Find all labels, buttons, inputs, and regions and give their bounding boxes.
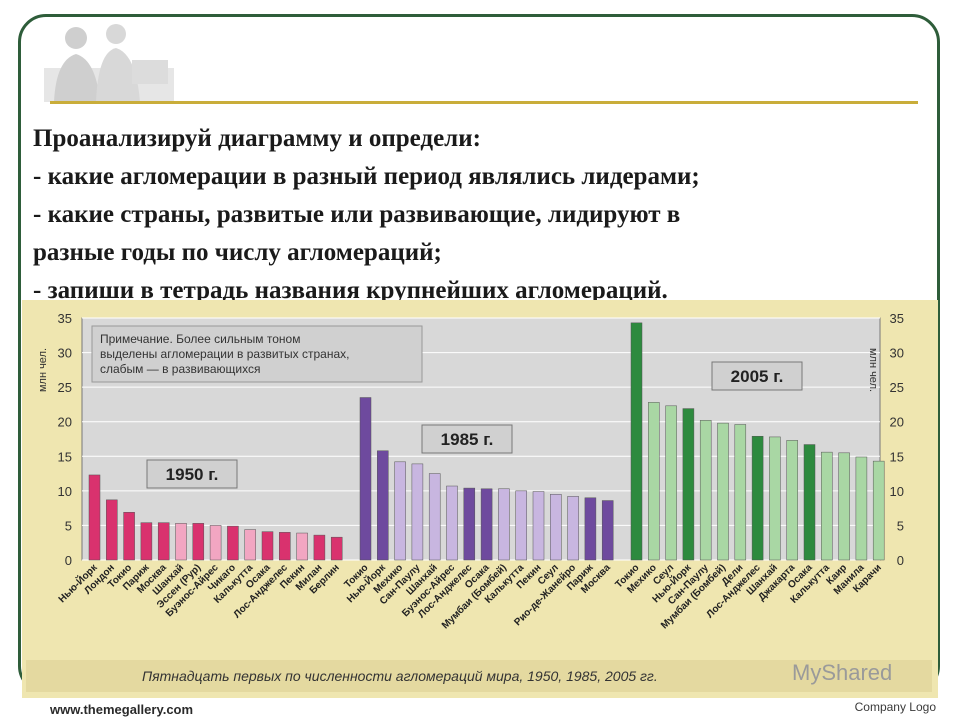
note-line: выделены агломерации в развитых странах, xyxy=(100,347,349,361)
bar xyxy=(769,436,781,561)
bar xyxy=(157,522,170,561)
bar xyxy=(751,435,764,561)
bar xyxy=(377,450,389,561)
agglomeration-bar-chart: 0 0 5 5 10 10 15 15 20 20 25 25 30 30 35 35 млн чел. млн … xyxy=(22,300,938,698)
y-tick-label: 0 xyxy=(65,553,72,568)
y-axis-label-right: млн чел. xyxy=(867,348,879,392)
bar xyxy=(838,452,850,561)
group-label: 1950 г. xyxy=(166,465,219,484)
bar xyxy=(209,525,222,561)
bar xyxy=(88,474,101,561)
task-line: - какие страны, развитые или развивающие… xyxy=(33,201,681,228)
gold-divider xyxy=(50,101,918,104)
y-tick-label: 30 xyxy=(58,346,72,361)
bar xyxy=(394,461,406,561)
bar xyxy=(630,322,643,561)
bar xyxy=(584,497,597,561)
note-box xyxy=(91,325,423,383)
bar xyxy=(359,397,372,561)
bar xyxy=(786,440,798,561)
bar xyxy=(140,522,153,561)
bar xyxy=(872,460,885,561)
bar xyxy=(821,451,833,561)
task-line: - запиши в тетрадь названия крупнейших а… xyxy=(33,277,668,304)
bar xyxy=(550,494,562,561)
footer-url[interactable]: www.themegallery.com xyxy=(50,702,194,717)
bar xyxy=(803,444,816,561)
y-tick-label-right: 5 xyxy=(897,518,904,533)
bar xyxy=(244,529,256,561)
bar xyxy=(567,496,579,561)
y-tick-label: 25 xyxy=(58,380,72,395)
bar xyxy=(428,473,441,561)
bar xyxy=(601,500,614,561)
bar xyxy=(446,485,458,561)
note-line: слабым — в развивающихся xyxy=(100,362,260,376)
group-label-box xyxy=(146,459,238,489)
bar xyxy=(411,463,424,561)
group-label: 2005 г. xyxy=(731,367,784,386)
task-line: - какие агломерации в разный период явля… xyxy=(33,163,700,190)
y-tick-label-right: 0 xyxy=(897,553,904,568)
y-tick-label: 35 xyxy=(58,311,72,326)
y-tick-label-right: 30 xyxy=(890,346,904,361)
bar xyxy=(648,402,660,561)
task-line: разные годы по числу агломераций; xyxy=(33,239,442,266)
bar xyxy=(498,488,510,561)
company-logo-text: Company Logo xyxy=(854,700,936,714)
group-label: 1985 г. xyxy=(441,430,494,449)
y-tick-label: 5 xyxy=(65,518,72,533)
bar xyxy=(279,532,291,561)
bar xyxy=(682,408,695,561)
watermark-logo: MyShared xyxy=(792,660,892,685)
y-tick-label: 15 xyxy=(58,449,72,464)
bar xyxy=(480,488,493,561)
task-line: Проанализируй диаграмму и определи: xyxy=(33,125,481,152)
bar xyxy=(532,491,545,561)
bar xyxy=(463,487,476,561)
task-text: Проанализируй диаграмму и определи: - ка… xyxy=(33,120,933,310)
bar xyxy=(734,424,747,561)
bar xyxy=(699,420,712,561)
bar xyxy=(855,456,868,561)
y-tick-label: 20 xyxy=(58,415,72,430)
y-axis-label: млн чел. xyxy=(37,348,49,392)
bar xyxy=(123,512,135,561)
bar xyxy=(296,532,308,561)
caption-strip xyxy=(26,660,932,692)
group-label-box xyxy=(711,361,803,391)
y-tick-label-right: 20 xyxy=(890,415,904,430)
bar xyxy=(313,534,326,561)
y-tick-label-right: 10 xyxy=(890,484,904,499)
bar xyxy=(665,405,677,561)
bar xyxy=(330,536,343,561)
y-tick-label-right: 15 xyxy=(890,449,904,464)
bar xyxy=(192,523,205,561)
bar xyxy=(515,490,527,561)
note-line: Примечание. Более сильным тоном xyxy=(100,332,300,346)
business-people-icon xyxy=(44,24,174,102)
bar xyxy=(175,523,187,561)
bar xyxy=(106,499,118,561)
bar xyxy=(717,422,729,561)
y-tick-label: 10 xyxy=(58,484,72,499)
chart-caption: Пятнадцать первых по численности агломер… xyxy=(142,668,658,684)
y-tick-label-right: 25 xyxy=(890,380,904,395)
group-label-box xyxy=(421,424,513,454)
y-tick-label-right: 35 xyxy=(890,311,904,326)
bar xyxy=(227,525,239,561)
bar xyxy=(261,531,274,561)
